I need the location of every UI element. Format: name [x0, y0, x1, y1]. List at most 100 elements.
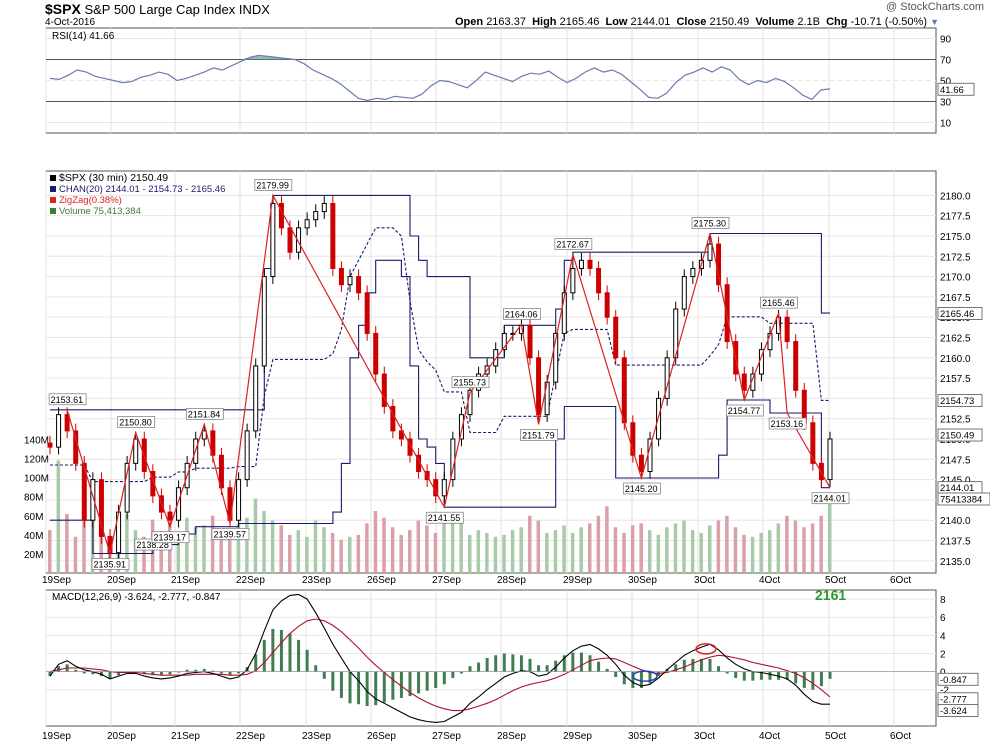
- macd-histogram-bar: [185, 669, 189, 672]
- macd-histogram-bar: [631, 671, 635, 688]
- rsi-y-tick: 90: [940, 35, 952, 46]
- high-label: High: [532, 16, 557, 28]
- candle-body: [296, 227, 302, 253]
- volume-bar: [742, 534, 746, 573]
- volume-bar: [768, 530, 772, 573]
- rsi-title: RSI(14) 41.66: [52, 31, 115, 42]
- volume-bar: [142, 536, 146, 573]
- volume-bar: [382, 517, 386, 573]
- candle-body: [621, 357, 627, 424]
- volume-bar: [733, 527, 738, 573]
- volume-bar: [699, 532, 703, 573]
- macd-histogram-bar: [502, 653, 506, 672]
- volume-bar: [82, 520, 86, 573]
- zigzag-label: 2155.73: [454, 378, 487, 388]
- candle-body: [810, 422, 816, 464]
- x-tick-label: 29Sep: [563, 575, 592, 586]
- volume-value: 2.1B: [797, 16, 820, 28]
- macd-histogram-bar: [237, 671, 241, 674]
- macd-histogram-bar: [91, 671, 95, 675]
- volume-bar: [802, 527, 806, 573]
- zigzag-label: 2175.30: [694, 219, 727, 229]
- price-badge-box: [937, 307, 983, 320]
- candle-body: [201, 430, 207, 440]
- candle-body: [313, 211, 319, 221]
- macd-histogram-bar: [648, 671, 652, 684]
- candle-body: [381, 373, 387, 408]
- volume-bar: [262, 511, 266, 573]
- volume-bar: [176, 534, 181, 573]
- macd-histogram-bar: [297, 639, 301, 672]
- zigzag-label: 2139.57: [214, 529, 247, 539]
- macd-histogram-bar: [168, 671, 172, 675]
- candle-body: [338, 267, 344, 286]
- macd-histogram-bar: [682, 659, 686, 672]
- volume-bar: [416, 520, 421, 573]
- candle-body: [681, 276, 687, 310]
- volume-bar: [288, 534, 292, 573]
- x-tick-label: 30Sep: [628, 731, 657, 742]
- candle-body: [176, 487, 182, 521]
- macd-y-tick: 6: [940, 613, 946, 624]
- volume-bar: [605, 506, 609, 573]
- volume-bar: [468, 534, 472, 573]
- x-tick-label: 4Oct: [759, 575, 780, 586]
- candle-body: [613, 316, 619, 359]
- chg-value: -10.71 (-0.50%): [850, 16, 927, 28]
- zigzag-label: 2165.46: [762, 298, 795, 308]
- volume-bar: [493, 536, 498, 573]
- volume-bar: [519, 527, 523, 573]
- price-y-tick: 2157.5: [940, 374, 971, 385]
- zigzag-label: 2154.77: [728, 406, 761, 416]
- volume-bar: [570, 532, 575, 573]
- dropdown-arrow-icon[interactable]: ▼: [930, 17, 939, 27]
- credit: @ StockCharts.com: [886, 1, 984, 13]
- candle-body: [784, 316, 790, 343]
- macd-histogram-bar: [391, 671, 395, 700]
- rsi-y-tick: 50: [940, 77, 952, 88]
- price-y-tick: 2167.5: [940, 293, 971, 304]
- volume-bar: [56, 460, 61, 573]
- volume-bar: [330, 532, 335, 573]
- x-tick-label: 22Sep: [236, 575, 265, 586]
- macd-histogram-bar: [202, 668, 206, 672]
- candle-body: [270, 202, 276, 278]
- volume-bar: [630, 525, 635, 573]
- macd-y-tick: 2: [940, 649, 946, 660]
- legend-swatch: [50, 175, 56, 181]
- x-tick-label: 6Oct: [890, 731, 911, 742]
- macd-histogram-bar: [219, 671, 223, 674]
- macd-histogram-bar: [674, 664, 678, 672]
- panel-frame-2: [45, 589, 937, 727]
- volume-bar: [450, 517, 455, 573]
- volume-bar: [639, 523, 643, 573]
- macd-histogram-bar: [477, 662, 481, 672]
- zigzag-label-box: [554, 238, 593, 250]
- zigzag-label: 2139.17: [154, 533, 187, 543]
- rsi-y-tick: 70: [940, 56, 952, 67]
- zigzag-label-box: [811, 492, 850, 505]
- legend-entry: ZigZag(0.38%): [59, 195, 122, 206]
- macd-histogram-bar: [614, 671, 618, 678]
- macd-histogram-bar: [382, 671, 386, 703]
- zigzag-label-box: [760, 296, 798, 309]
- candle-body: [167, 511, 173, 521]
- macd-histogram-bar: [151, 671, 155, 676]
- zigzag-label-box: [691, 217, 730, 229]
- macd-histogram-bar: [571, 652, 575, 672]
- macd-histogram-bar: [494, 655, 498, 672]
- candle-body: [304, 219, 310, 229]
- candle-body: [407, 438, 413, 456]
- legend-entry: $SPX (30 min) 2150.49: [59, 172, 168, 184]
- price-badge: 2154.73: [940, 396, 974, 407]
- zigzag-label-box: [451, 376, 490, 389]
- macd-title: MACD(12,26,9) -3.624, -2.777, -0.847: [52, 592, 221, 603]
- macd-histogram-bar: [622, 671, 626, 685]
- volume-bar: [202, 525, 206, 573]
- channel-lower-line: [50, 259, 830, 555]
- volume-bar: [390, 527, 395, 573]
- macd-histogram-bar: [425, 671, 429, 691]
- candle-body: [390, 406, 396, 432]
- volume-bar: [553, 530, 558, 573]
- price-y-tick: 2147.5: [940, 455, 971, 466]
